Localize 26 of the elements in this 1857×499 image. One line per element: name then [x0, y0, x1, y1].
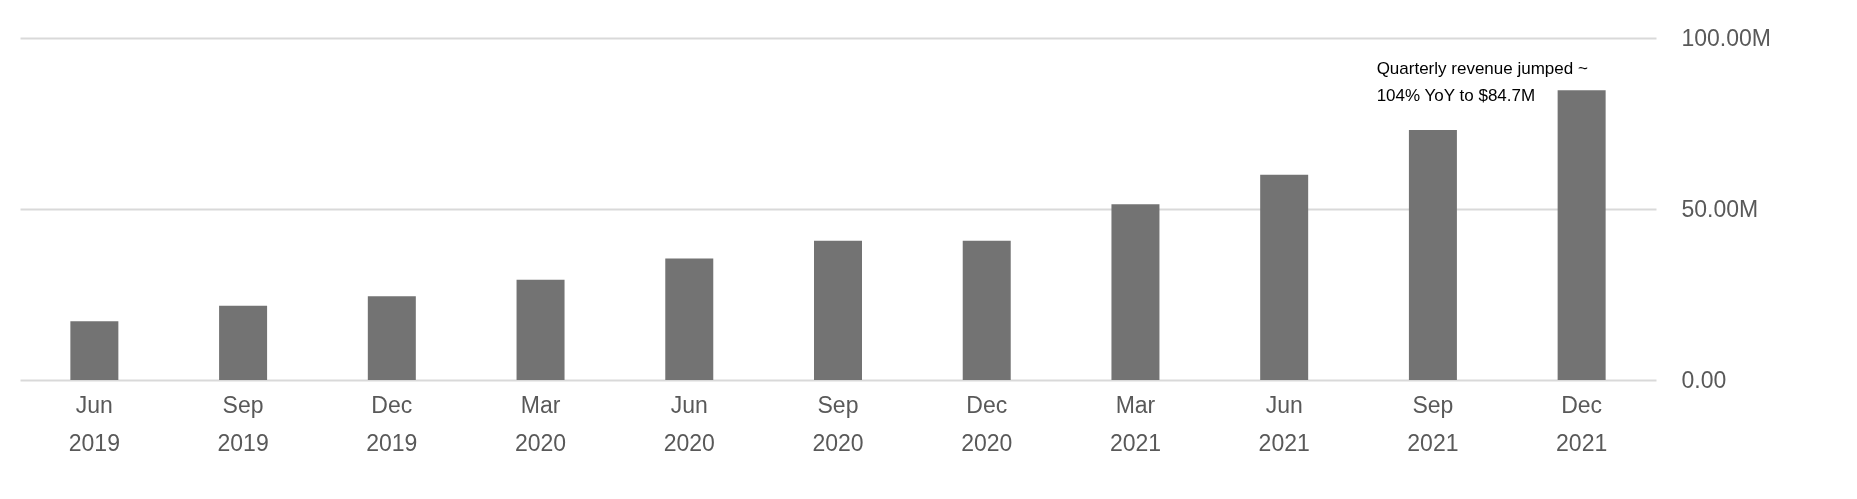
- y-tick-label: 0.00: [1681, 366, 1727, 393]
- x-tick-label: Sep 2021: [1407, 391, 1459, 456]
- x-tick-label: Mar 2020: [514, 391, 567, 456]
- bar: [367, 296, 416, 380]
- bar: [814, 240, 862, 380]
- x-tick-label: Jun 2019: [68, 391, 120, 456]
- bar: [665, 258, 714, 380]
- x-tick-label: Sep 2020: [812, 391, 864, 456]
- y-tick-label: 50.00M: [1681, 195, 1759, 222]
- bar: [962, 240, 1011, 380]
- bar: [1557, 90, 1606, 380]
- bar: [1408, 130, 1457, 380]
- bar: [219, 305, 268, 380]
- x-tick-label: Jun 2020: [663, 391, 715, 456]
- x-tick-label: Jun 2021: [1258, 391, 1310, 456]
- x-tick-label: Dec 2021: [1556, 391, 1608, 456]
- annotation: Quarterly revenue jumped ~ 104% YoY to $84.7M: [1376, 59, 1588, 106]
- bar: [70, 321, 119, 380]
- y-tick-label: 100.00M: [1681, 24, 1772, 51]
- x-tick-label: Sep 2019: [217, 391, 269, 456]
- bar: [516, 279, 565, 380]
- x-tick-label: Dec 2019: [366, 391, 418, 456]
- bar: [1260, 174, 1309, 380]
- bar: [1111, 204, 1160, 380]
- x-tick-label: Dec 2020: [961, 391, 1013, 456]
- x-tick-label: Mar 2021: [1109, 391, 1162, 456]
